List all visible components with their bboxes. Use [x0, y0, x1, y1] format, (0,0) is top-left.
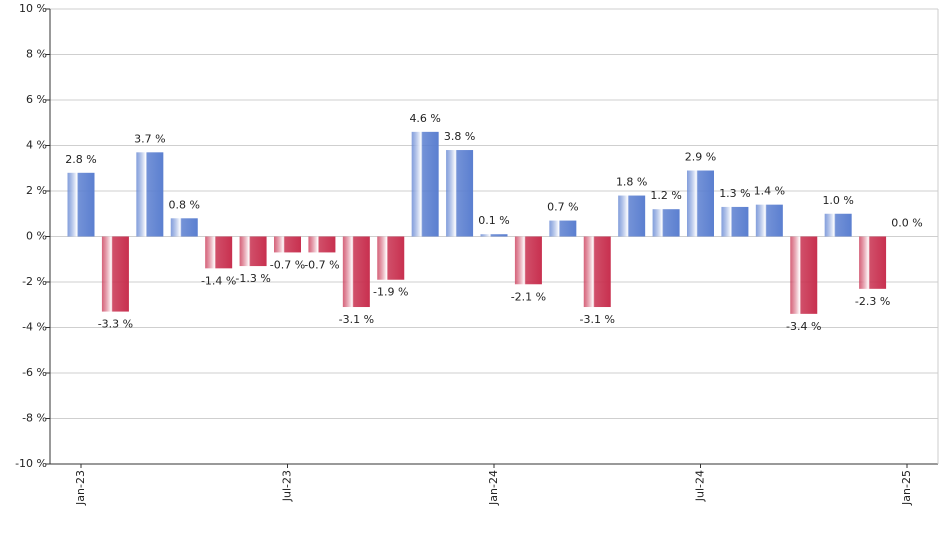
- bar: [446, 150, 474, 237]
- bar: [274, 236, 301, 253]
- value-label: -1.9 %: [373, 286, 408, 299]
- bar: [136, 152, 164, 237]
- bar: [721, 206, 749, 237]
- value-label: 3.8 %: [444, 130, 475, 143]
- value-label: 0.0 %: [891, 217, 922, 230]
- value-label: 3.7 %: [134, 132, 165, 145]
- y-tick-label: -8 %: [22, 412, 47, 425]
- y-tick-label: 0 %: [26, 230, 47, 243]
- bar: [687, 170, 714, 237]
- bar: [790, 236, 818, 314]
- value-label: -2.1 %: [511, 290, 546, 303]
- bar: [342, 236, 370, 308]
- value-label: 4.6 %: [409, 112, 440, 125]
- x-tick-label: Jul-24: [694, 470, 707, 502]
- x-tick-label: Jan-23: [74, 470, 87, 506]
- value-label: -0.7 %: [270, 258, 305, 271]
- bar: [377, 236, 405, 280]
- y-tick-label: -2 %: [22, 275, 47, 288]
- y-tick-label: 4 %: [26, 139, 47, 152]
- bar: [514, 236, 542, 285]
- bar: [824, 213, 852, 237]
- bar: [583, 236, 611, 308]
- value-label: 0.7 %: [547, 201, 578, 214]
- bar: [652, 209, 680, 237]
- x-tick-label: Jul-23: [281, 470, 294, 502]
- value-label: -3.1 %: [339, 313, 374, 326]
- bar: [308, 236, 336, 253]
- x-tick-label: Jan-24: [487, 470, 500, 506]
- value-label: 0.8 %: [169, 198, 200, 211]
- y-tick-label: 8 %: [26, 48, 47, 61]
- y-tick-label: -6 %: [22, 366, 47, 379]
- value-label: -3.1 %: [580, 313, 615, 326]
- value-label: 2.8 %: [65, 153, 96, 166]
- bar: [755, 204, 783, 237]
- value-label: 0.1 %: [478, 214, 509, 227]
- value-label: -2.3 %: [855, 295, 890, 308]
- bar: [480, 234, 508, 237]
- value-label: 1.3 %: [719, 187, 750, 200]
- bar: [618, 195, 646, 237]
- bar: [205, 236, 233, 269]
- y-tick-label: 6 %: [26, 93, 47, 106]
- bar: [549, 220, 577, 237]
- value-label: -3.4 %: [786, 320, 821, 333]
- y-tick-label: -4 %: [22, 321, 47, 334]
- y-tick-label: 10 %: [19, 2, 47, 15]
- bar: [411, 131, 439, 237]
- value-label: 1.0 %: [822, 194, 853, 207]
- bar: [67, 172, 95, 237]
- value-label: 1.2 %: [650, 189, 681, 202]
- value-label: 1.4 %: [754, 185, 785, 198]
- bar: [859, 236, 887, 289]
- value-label: -3.3 %: [98, 318, 133, 331]
- value-label: -0.7 %: [304, 258, 339, 271]
- value-label: 2.9 %: [685, 151, 716, 164]
- value-label: -1.3 %: [235, 272, 270, 285]
- y-tick-label: 2 %: [26, 184, 47, 197]
- value-label: 1.8 %: [616, 176, 647, 189]
- bar: [101, 236, 129, 312]
- bar: [170, 218, 198, 237]
- bar: [239, 236, 267, 267]
- value-label: -1.4 %: [201, 274, 236, 287]
- y-tick-label: -10 %: [15, 457, 47, 470]
- x-tick-label: Jan-25: [900, 470, 913, 506]
